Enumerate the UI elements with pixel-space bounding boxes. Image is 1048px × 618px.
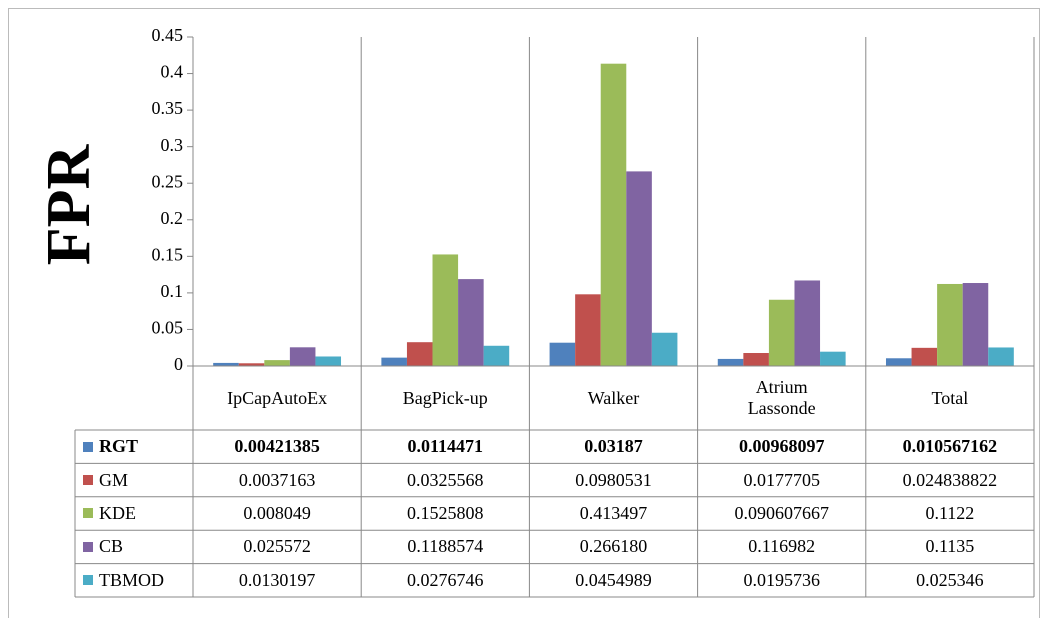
y-tick-label: 0.2 — [161, 208, 184, 228]
y-axis-label: FPR — [35, 144, 103, 266]
bar — [238, 363, 265, 366]
y-tick-label: 0 — [174, 354, 183, 374]
table-value: 0.116982 — [748, 536, 816, 557]
table-value: 0.0177705 — [743, 469, 820, 490]
bar — [264, 360, 290, 366]
bar — [432, 254, 459, 366]
table-value: 0.0325568 — [407, 469, 484, 490]
legend-entry: TBMOD — [75, 564, 193, 597]
bar — [794, 280, 821, 366]
bar — [549, 342, 576, 366]
bar — [937, 283, 963, 366]
table-value: 0.024838822 — [902, 469, 998, 490]
bar — [213, 362, 239, 366]
table-value: 0.1525808 — [407, 502, 484, 523]
legend-label: TBMOD — [99, 569, 165, 590]
y-tick-label: 0.4 — [161, 62, 184, 82]
table-value: 0.0980531 — [575, 469, 652, 490]
category-header: IpCapAutoEx — [227, 387, 328, 408]
bar — [406, 342, 433, 366]
bar — [962, 283, 989, 366]
bar — [381, 357, 407, 366]
table-value: 0.1188574 — [407, 536, 484, 557]
table-value: 0.1122 — [925, 502, 975, 523]
table-value: 0.03187 — [584, 436, 643, 457]
category-header: BagPick-up — [402, 387, 488, 408]
chart-frame — [8, 8, 1040, 618]
category-header: Walker — [587, 387, 640, 408]
bar — [600, 63, 627, 367]
y-tick-label: 0.05 — [152, 318, 184, 338]
legend-entry: RGT — [75, 430, 193, 463]
table-value: 0.0276746 — [407, 569, 484, 590]
bar — [626, 171, 652, 366]
table-value: 0.025572 — [243, 536, 311, 557]
bar — [820, 351, 846, 366]
legend-entry: GM — [75, 463, 193, 496]
y-tick-label: 0.45 — [152, 25, 184, 45]
bar — [289, 347, 316, 366]
legend-key — [83, 541, 93, 552]
bar — [458, 279, 484, 366]
bar — [315, 356, 342, 366]
table-value: 0.0195736 — [743, 569, 820, 590]
table-value: 0.010567162 — [902, 436, 998, 457]
bar — [768, 299, 795, 366]
legend-key — [83, 508, 93, 519]
bar — [885, 358, 912, 366]
table-value: 0.00968097 — [738, 436, 825, 457]
legend-key — [83, 575, 93, 586]
table-value: 0.0130197 — [238, 569, 316, 590]
bar — [988, 347, 1014, 366]
bar — [911, 347, 938, 366]
legend-label: CB — [99, 536, 124, 557]
table-value: 0.413497 — [579, 502, 648, 523]
y-tick-label: 0.15 — [152, 244, 184, 264]
y-tick-label: 0.35 — [152, 98, 184, 118]
bar — [483, 345, 510, 366]
table-value: 0.00421385 — [234, 436, 320, 457]
legend-label: GM — [99, 469, 129, 490]
bar — [651, 332, 678, 366]
table-value: 0.008049 — [243, 502, 311, 523]
table-value: 0.090607667 — [734, 502, 829, 523]
table-value: 0.266180 — [579, 536, 648, 557]
legend-label: RGT — [99, 436, 139, 457]
category-header: Atrium Lassonde — [747, 377, 816, 418]
table-value: 0.025346 — [916, 569, 984, 590]
bar — [575, 294, 601, 366]
y-tick-label: 0.25 — [152, 171, 184, 191]
table-value: 0.0454989 — [575, 569, 652, 590]
table-value: 0.1135 — [925, 536, 975, 557]
legend-key — [83, 441, 93, 452]
legend-entry: CB — [75, 530, 193, 563]
table-value: 0.0114471 — [407, 436, 484, 457]
bar — [743, 353, 769, 366]
legend-label: KDE — [99, 502, 136, 523]
category-header: Total — [931, 387, 969, 408]
table-value: 0.0037163 — [238, 469, 316, 490]
y-tick-label: 0.3 — [161, 135, 184, 155]
y-tick-label: 0.1 — [161, 281, 184, 301]
bar — [717, 358, 744, 366]
legend-key — [83, 475, 93, 486]
legend-entry: KDE — [75, 497, 193, 530]
